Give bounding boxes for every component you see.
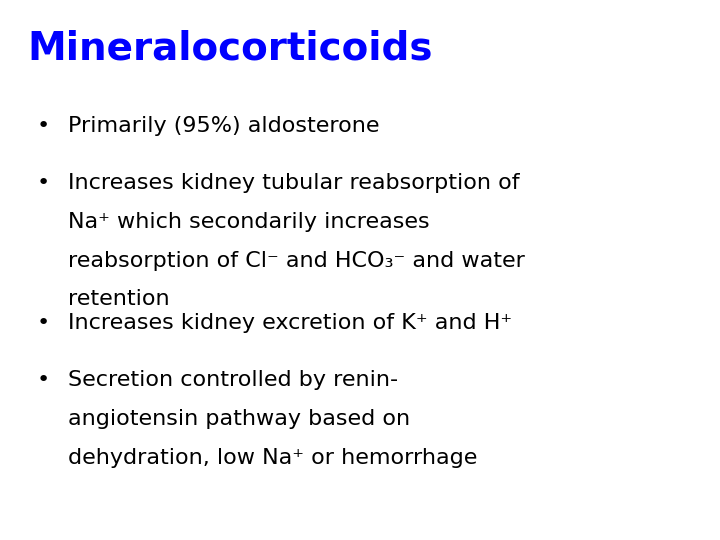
Text: Mineralocorticoids: Mineralocorticoids xyxy=(27,30,433,68)
Text: •: • xyxy=(37,313,50,333)
Text: retention: retention xyxy=(68,289,170,309)
Text: Increases kidney excretion of K⁺ and H⁺: Increases kidney excretion of K⁺ and H⁺ xyxy=(68,313,513,333)
Text: •: • xyxy=(37,370,50,390)
Text: Primarily (95%) aldosterone: Primarily (95%) aldosterone xyxy=(68,116,380,136)
Text: •: • xyxy=(37,116,50,136)
Text: dehydration, low Na⁺ or hemorrhage: dehydration, low Na⁺ or hemorrhage xyxy=(68,448,478,468)
Text: reabsorption of Cl⁻ and HCO₃⁻ and water: reabsorption of Cl⁻ and HCO₃⁻ and water xyxy=(68,251,526,271)
Text: angiotensin pathway based on: angiotensin pathway based on xyxy=(68,409,410,429)
Text: Increases kidney tubular reabsorption of: Increases kidney tubular reabsorption of xyxy=(68,173,520,193)
Text: •: • xyxy=(37,173,50,193)
Text: Secretion controlled by renin-: Secretion controlled by renin- xyxy=(68,370,399,390)
Text: Na⁺ which secondarily increases: Na⁺ which secondarily increases xyxy=(68,212,430,232)
